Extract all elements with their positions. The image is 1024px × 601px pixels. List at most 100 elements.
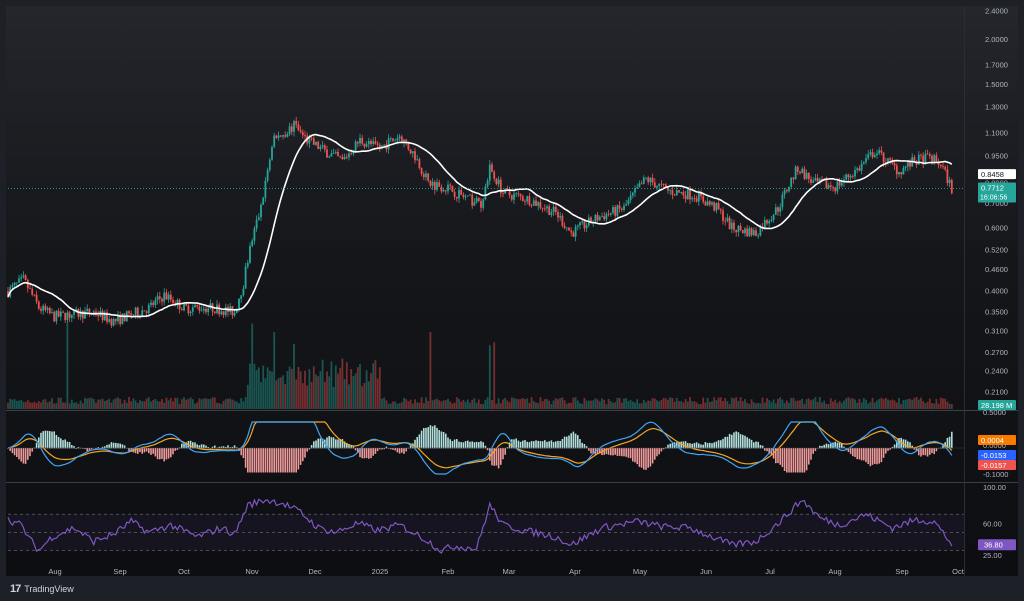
volume-bar [411,403,414,409]
volume-bar [590,400,592,409]
candle-body [909,161,911,167]
volume-bar [92,398,95,409]
oscillator-histogram-bar [924,448,927,456]
volume-bar [216,402,218,409]
candle-body [152,302,155,306]
candle-body [224,306,227,315]
candle-body [876,153,878,156]
volume-bar [319,371,322,409]
candle-body [546,206,548,209]
volume-bar [416,402,419,409]
oscillator-histogram-bar [137,448,139,454]
volume-bar [752,402,755,409]
volume-bar [570,402,573,409]
oscillator-histogram-bar [546,441,548,449]
price-tick-label: 0.2700 [985,348,1008,357]
oscillator-histogram-bar [218,446,220,449]
volume-bar [889,400,892,409]
price-tick-label: 1.3000 [985,102,1008,111]
oscillator-histogram-bar [317,438,319,449]
volume-bar [161,399,163,409]
oscillator-histogram-bar [898,437,900,449]
volume-bar [838,401,841,409]
candle-body [348,153,350,158]
candle-body [801,168,804,174]
candle-body [392,138,394,141]
candle-body [724,220,727,222]
volume-bar [165,397,168,409]
oscillator-histogram-bar [814,448,817,452]
oscillator-histogram-bar [933,448,935,455]
volume-bar [673,401,676,409]
volume-bar [383,397,386,409]
candle-body [686,189,689,200]
candle-body [521,196,524,201]
candle-body [777,207,779,212]
volume-bar [913,397,916,409]
candle-body [328,156,331,158]
oscillator-histogram-bar [610,448,612,456]
volume-bar [477,399,480,409]
volume-bar [497,398,500,409]
oscillator-histogram-bar [249,448,251,473]
volume-bar [315,374,317,409]
candle-body [895,165,898,175]
axis-value-labels: 0.8458 0.7712 16:06:56 28.198 M 0.0004 -0.015… [8,169,1016,551]
volume-bar [777,398,779,409]
volume-bar [169,397,172,409]
oscillator-histogram-bar [451,440,454,449]
oscillator-histogram-bar [288,448,291,473]
candle-body [462,194,465,198]
volume-bar [48,401,51,409]
volume-bar [871,397,874,409]
pane-divider-oscillator[interactable] [6,410,1018,411]
tradingview-logo-icon: 17 [10,583,21,595]
candle-body [581,221,584,223]
volume-bar [801,398,804,409]
oscillator-histogram-bar [951,431,953,449]
oscillator-histogram-bar [513,439,515,449]
volume-bar [167,400,170,409]
oscillator-histogram-bar [830,443,832,449]
candle-body [350,153,353,155]
volume-bar [359,364,361,409]
volume-bar [893,400,896,409]
candle-body [436,182,438,190]
price-tick-label: 2.0000 [985,35,1008,44]
oscillator-histogram-bar [843,446,845,449]
candle-body [53,312,56,322]
candle-body [185,303,188,306]
volume-bar [649,400,652,409]
candle-body [748,228,751,237]
volume-bar [812,399,815,409]
volume-bar [898,397,900,409]
pane-divider-rsi[interactable] [6,482,1018,483]
volume-bar [900,404,903,409]
oscillator-histogram-bar [339,438,341,449]
tradingview-logo[interactable]: 17 TradingView [10,582,74,596]
rsi-value-text: 36.80 [984,540,1003,549]
volume-bar [88,397,91,409]
price-tick-label: 0.3100 [985,327,1008,336]
volume-bar [658,401,661,409]
candle-body [807,172,810,180]
candle-body [231,306,234,316]
volume-bar [464,401,467,409]
oscillator-histogram-bar [354,448,357,451]
oscillator-histogram-bar [346,442,348,449]
volume-bar [895,402,898,409]
oscillator-axis-ticks: 0.5000 0.0000 -0.1000 [983,408,1008,479]
volume-bar [700,404,702,409]
volume-bar [306,385,309,409]
oscillator-histogram-bar [165,448,168,460]
volume-bar [398,403,401,409]
candle-body [950,179,953,194]
candle-body [682,191,685,196]
candle-body [900,172,903,175]
volume-bar [847,397,850,409]
volume-bar [620,402,623,409]
candle-body [689,189,691,200]
volume-bar [794,400,797,409]
candle-body [110,319,113,326]
